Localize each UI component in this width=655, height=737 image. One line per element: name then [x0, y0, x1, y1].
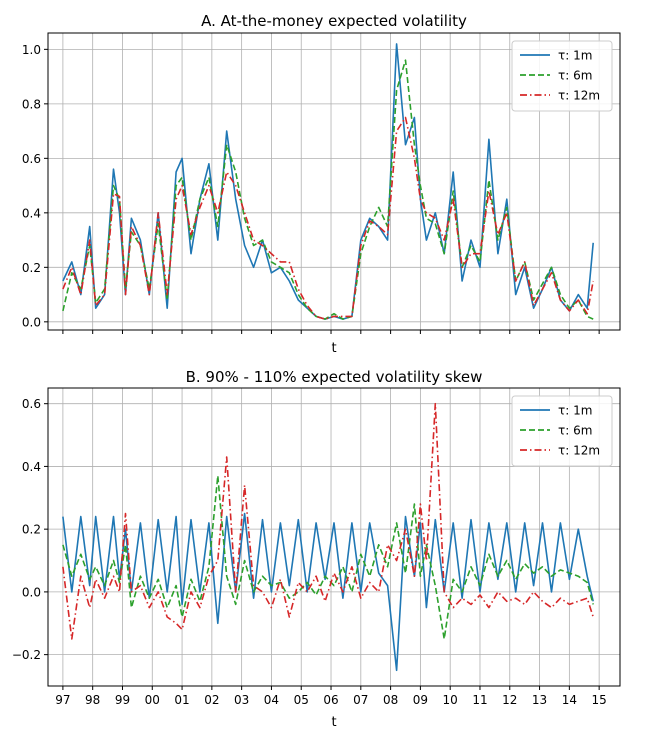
chart-1-legend-box: [511, 40, 613, 112]
chart-2-series-1-line: [62, 512, 594, 672]
chart-2-x-tick-label-14: 11: [472, 693, 487, 707]
chart-2-legend-label-2: τ: 6m: [558, 424, 592, 438]
chart-2-y-tick-label-3: 0.4: [22, 460, 41, 474]
chart-2-x-tick-label-6: 03: [234, 693, 249, 707]
chart-2-x-tick-label-13: 10: [443, 693, 458, 707]
chart-2-x-tick-label-8: 05: [294, 693, 309, 707]
chart-2-legend-label-1: τ: 1m: [558, 404, 592, 418]
panel-volatility-skew: B. 90% - 110% expected volatility skew −0…: [12, 368, 621, 730]
chart-1-series-3-line: [62, 116, 594, 320]
panel-atm-volatility: A. At-the-money expected volatility 0.0 0.…: [22, 12, 621, 356]
chart-2-y-tick-label-4: 0.6: [22, 397, 41, 411]
chart-1-legend-label-1: τ: 1m: [558, 49, 592, 63]
chart-2-x-axis-label: t: [331, 715, 336, 730]
chart-2-x-tick-label-2: 99: [115, 693, 130, 707]
chart-1-y-tick-label-3: 0.6: [22, 152, 41, 166]
chart-1-legend-label-3: τ: 12m: [558, 89, 600, 103]
chart-2-legend-label-3: τ: 12m: [558, 444, 600, 458]
chart-2-x-tick-label-4: 01: [174, 693, 189, 707]
chart-1-y-tick-label-2: 0.4: [22, 206, 41, 220]
chart-2-x-tick-label-15: 12: [502, 693, 517, 707]
chart-2-legend-box: [511, 395, 613, 467]
chart-1-y-tick-label-1: 0.2: [22, 261, 41, 275]
chart-2-x-tick-label-1: 98: [85, 693, 100, 707]
chart-2-x-tick-label-5: 02: [204, 693, 219, 707]
chart-2-plot-frame: [47, 387, 621, 687]
chart-2-y-tick-label-0: −0.2: [12, 648, 41, 662]
chart-2-x-tick-label-10: 07: [353, 693, 368, 707]
chart-2-x-tick-label-3: 00: [145, 693, 160, 707]
chart-2-legend: τ: 1m τ: 6m τ: 12m: [511, 395, 613, 467]
chart-2-series-3-line: [62, 402, 594, 640]
chart-1-x-axis-label: t: [331, 341, 336, 356]
chart-2-y-tick-label-1: 0.0: [22, 585, 41, 599]
chart-1-y-tick-label-4: 0.8: [22, 97, 41, 111]
chart-2-x-tick-label-11: 08: [383, 693, 398, 707]
chart-1-y-tick-label-5: 1.0: [22, 43, 41, 57]
chart-2-x-tick-label-16: 13: [532, 693, 547, 707]
chart-2-x-tick-label-7: 04: [264, 693, 279, 707]
chart-1-title: A. At-the-money expected volatility: [201, 12, 467, 30]
chart-1-plot-frame: [47, 32, 621, 331]
chart-2-x-tick-label-18: 15: [592, 693, 607, 707]
chart-1-y-tick-label-0: 0.0: [22, 315, 41, 329]
chart-1-legend: τ: 1m τ: 6m τ: 12m: [511, 40, 613, 112]
chart-2-x-tick-label-0: 97: [55, 693, 70, 707]
chart-2-x-tick-label-12: 09: [413, 693, 428, 707]
chart-2-title: B. 90% - 110% expected volatility skew: [186, 368, 483, 386]
chart-2-y-tick-label-2: 0.2: [22, 523, 41, 537]
chart-2-x-tick-label-17: 14: [562, 693, 577, 707]
chart-1-legend-label-2: τ: 6m: [558, 69, 592, 83]
chart-2-x-tick-label-9: 06: [323, 693, 338, 707]
chart-2-series-2-line: [62, 475, 594, 640]
